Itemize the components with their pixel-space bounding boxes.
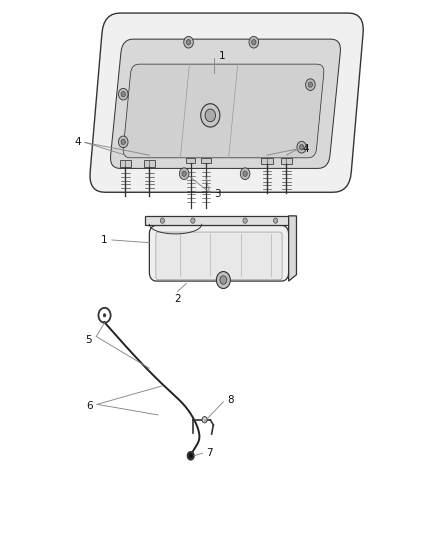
Polygon shape (145, 216, 293, 225)
Circle shape (187, 451, 194, 460)
Text: 4: 4 (74, 138, 81, 148)
Polygon shape (90, 13, 363, 192)
Polygon shape (120, 160, 131, 167)
Text: 1: 1 (101, 235, 108, 245)
Circle shape (202, 417, 207, 423)
Polygon shape (149, 225, 289, 281)
Circle shape (205, 109, 215, 122)
Circle shape (240, 168, 250, 180)
Circle shape (121, 139, 125, 144)
Circle shape (103, 314, 106, 317)
Circle shape (184, 36, 193, 48)
Polygon shape (186, 158, 195, 163)
Circle shape (306, 79, 315, 91)
Text: 5: 5 (85, 335, 92, 345)
Circle shape (191, 218, 195, 223)
Circle shape (182, 171, 186, 176)
Circle shape (160, 218, 165, 223)
Circle shape (180, 168, 189, 180)
Polygon shape (123, 64, 324, 158)
Circle shape (118, 136, 128, 148)
Circle shape (201, 104, 220, 127)
FancyBboxPatch shape (156, 232, 282, 280)
Circle shape (273, 218, 278, 223)
Text: 8: 8 (228, 395, 234, 405)
Text: 4: 4 (303, 144, 309, 154)
Circle shape (249, 36, 258, 48)
Text: 6: 6 (86, 401, 93, 411)
Polygon shape (201, 158, 211, 163)
Polygon shape (281, 158, 292, 164)
Circle shape (243, 218, 247, 223)
Polygon shape (110, 39, 340, 168)
Circle shape (220, 276, 227, 284)
Circle shape (300, 144, 304, 150)
Circle shape (118, 88, 128, 100)
Text: 2: 2 (174, 294, 181, 304)
Polygon shape (289, 216, 297, 281)
Circle shape (186, 39, 191, 45)
Circle shape (297, 141, 307, 153)
Circle shape (216, 271, 230, 288)
Polygon shape (144, 160, 155, 167)
Circle shape (243, 171, 247, 176)
Text: 3: 3 (214, 189, 220, 199)
Circle shape (189, 454, 192, 458)
Circle shape (121, 92, 125, 97)
Text: 7: 7 (206, 448, 212, 458)
Circle shape (252, 39, 256, 45)
Text: 1: 1 (219, 51, 226, 61)
Polygon shape (261, 158, 272, 164)
Circle shape (308, 82, 313, 87)
